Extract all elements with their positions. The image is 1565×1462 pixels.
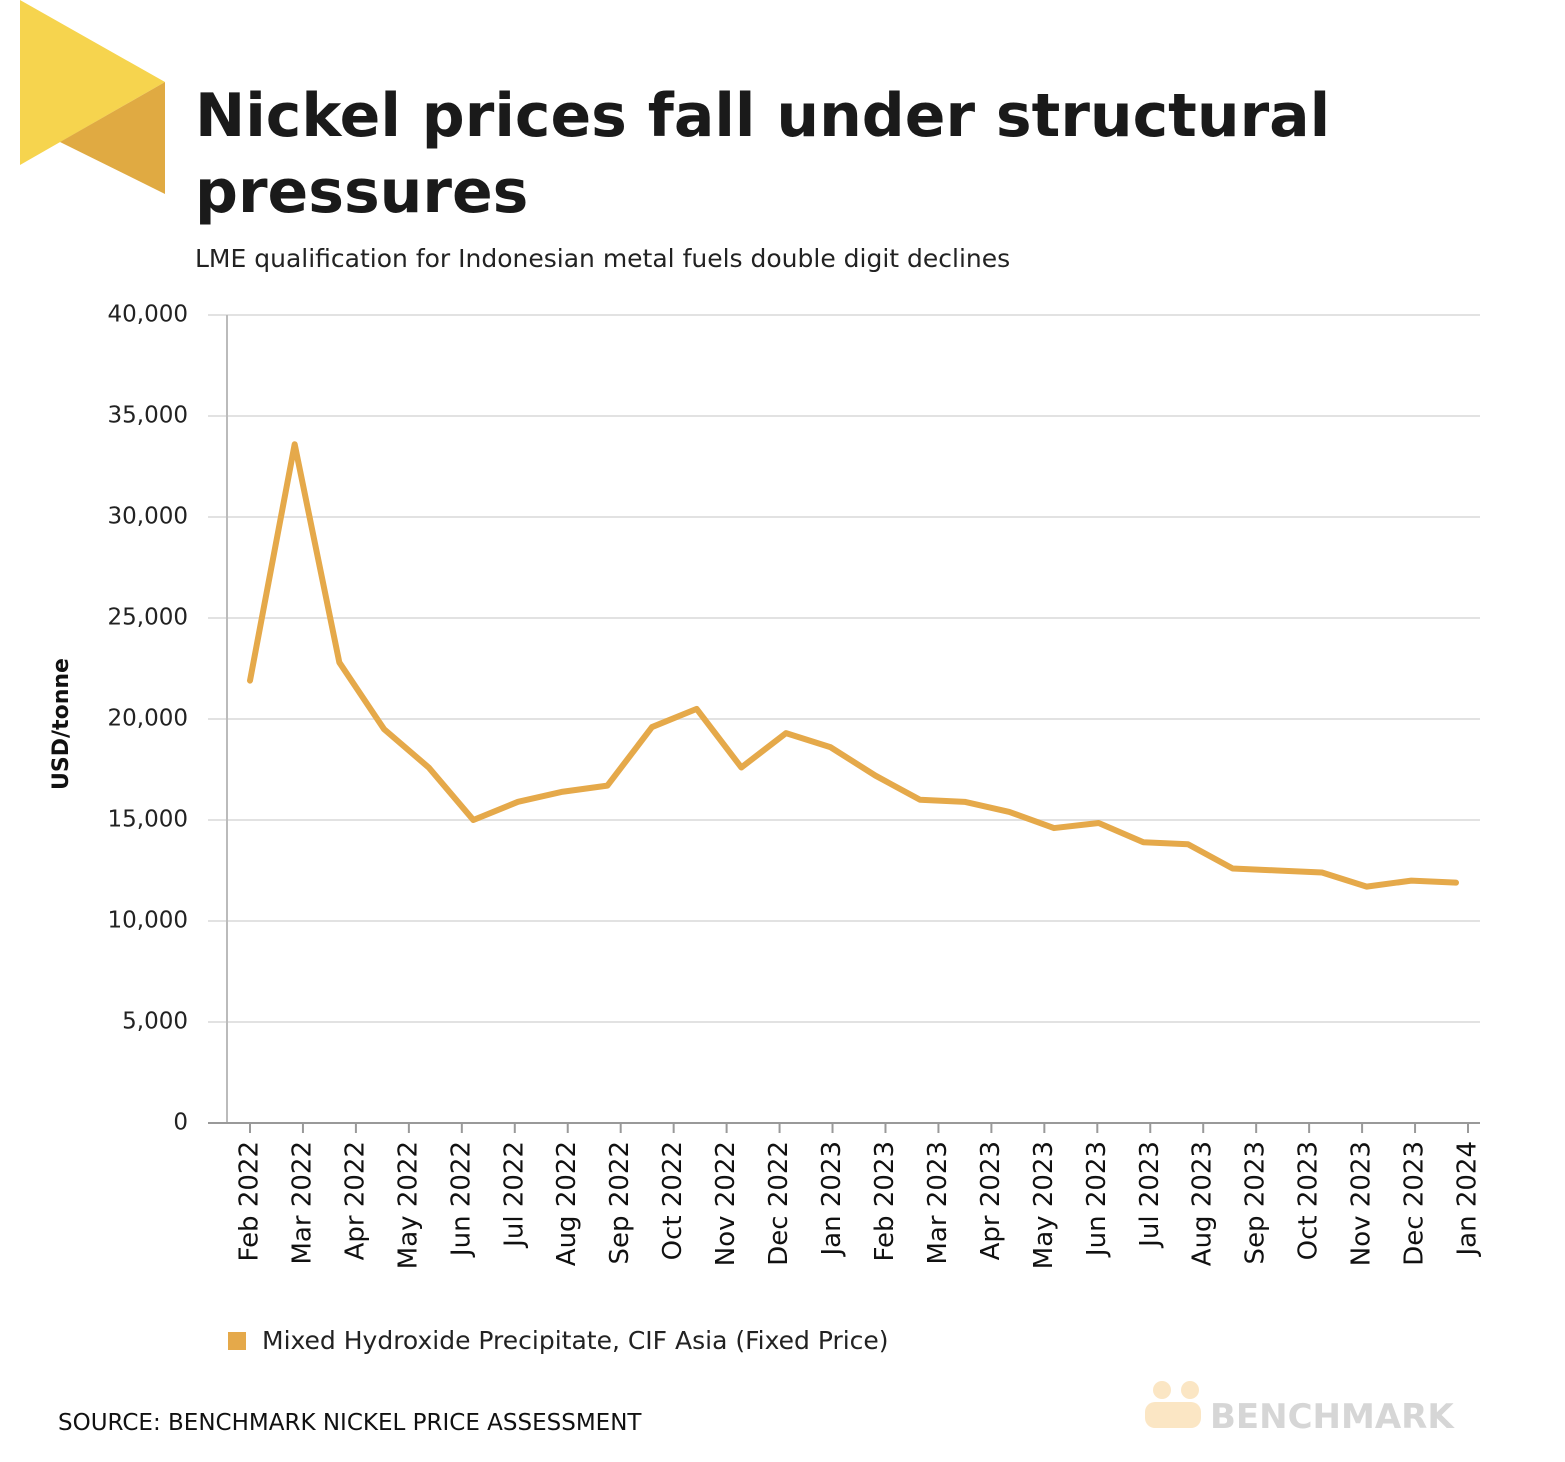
y-tick-label: 20,000 [108,706,188,732]
x-tick-label: Nov 2022 [711,1141,741,1266]
x-tick-label: Apr 2022 [340,1141,370,1260]
y-tick-label: 0 [173,1110,188,1136]
x-tick-label: Jan 2024 [1453,1141,1483,1258]
x-tick-label: Jul 2023 [1135,1141,1165,1249]
brand-icon [1145,1402,1201,1428]
x-tick-label: Jun 2022 [446,1141,476,1258]
x-tick-label: Dec 2022 [764,1141,794,1266]
x-tick-label: Oct 2023 [1294,1141,1324,1260]
x-tick-label: Mar 2022 [287,1141,317,1265]
chart-title: Nickel prices fall under structural pres… [195,81,1331,227]
brand-logo [1145,1381,1201,1428]
brand-icon [1153,1381,1171,1399]
x-tick-label: Apr 2023 [976,1141,1006,1260]
logo-shape [60,82,165,194]
y-tick-label: 5,000 [122,1009,188,1035]
x-tick-label: Oct 2022 [658,1141,688,1260]
brand-icon [1181,1381,1199,1399]
y-tick-label: 40,000 [108,302,188,328]
y-tick-label: 25,000 [108,605,188,631]
x-tick-label: Sep 2023 [1241,1141,1271,1264]
y-tick-label: 35,000 [108,403,188,429]
y-axis-label: USD/tonne [49,658,74,790]
x-tick-label: Aug 2023 [1188,1141,1218,1266]
x-tick-label: Sep 2022 [605,1141,635,1264]
brand-name: BENCHMARK [1210,1397,1455,1437]
chart-subtitle: LME qualification for Indonesian metal f… [195,244,1011,273]
x-tick-label: Mar 2023 [923,1141,953,1265]
logo-shape [20,0,165,165]
legend-label: Mixed Hydroxide Precipitate, CIF Asia (F… [262,1326,889,1355]
x-tick-label: May 2023 [1029,1141,1059,1269]
x-tick-label: Dec 2023 [1400,1141,1430,1266]
x-tick-label: May 2022 [393,1141,423,1269]
x-tick-label: Feb 2023 [870,1141,900,1261]
x-tick-label: Jan 2023 [817,1141,847,1258]
legend-swatch [228,1332,246,1350]
x-tick-label: Nov 2023 [1347,1141,1377,1266]
y-tick-label: 15,000 [108,807,188,833]
x-tick-label: Aug 2022 [552,1141,582,1266]
y-tick-label: 30,000 [108,504,188,530]
x-tick-label: Jun 2023 [1082,1141,1112,1258]
y-tick-label: 10,000 [108,908,188,934]
source: SOURCE: BENCHMARK NICKEL PRICE ASSESSMEN… [58,1410,642,1436]
data-line [247,441,1459,890]
x-tick-label: Feb 2022 [235,1141,265,1261]
x-tick-label: Jul 2022 [499,1141,529,1249]
